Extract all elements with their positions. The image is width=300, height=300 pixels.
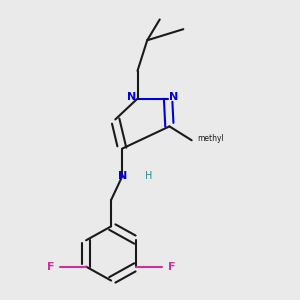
Text: N: N — [169, 92, 179, 102]
Text: methyl: methyl — [197, 134, 224, 143]
Text: N: N — [118, 171, 127, 182]
Text: F: F — [168, 262, 176, 272]
Text: F: F — [47, 262, 54, 272]
Text: N: N — [127, 92, 136, 102]
Text: H: H — [145, 171, 152, 182]
